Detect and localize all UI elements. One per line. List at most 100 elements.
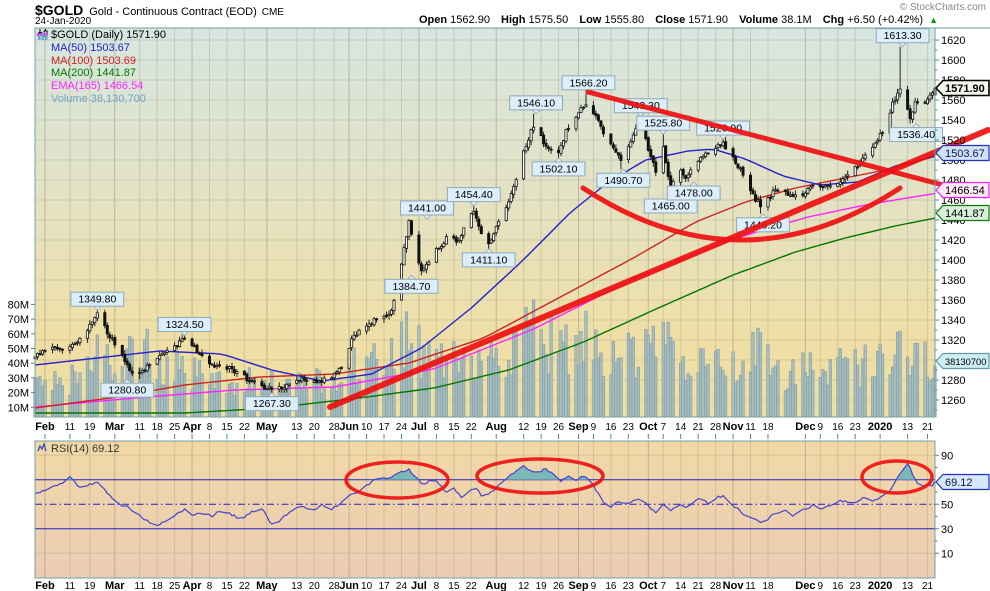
low-value: 1555.80 <box>604 14 645 26</box>
open-label: Open <box>418 14 448 26</box>
annotation-callout: 1280.80 <box>100 378 155 398</box>
x-tick-label-bottom: Jun <box>339 580 359 591</box>
rsi-legend-label: RSI(14) 69.12 <box>51 443 120 455</box>
x-tick-label-bottom: Feb <box>35 580 55 591</box>
x-tick-label: 9 <box>591 422 597 433</box>
x-tick-label: Jul <box>411 421 427 433</box>
x-tick-label: 16 <box>605 422 617 433</box>
volume-tick-label: 10M <box>8 402 29 414</box>
x-tick-label-bottom: Nov <box>723 580 745 591</box>
rsi-pane-background <box>35 441 935 578</box>
x-tick-label: 15 <box>221 422 233 433</box>
price-tick-label: 1320 <box>941 335 965 347</box>
svg-text:1349.80: 1349.80 <box>78 294 116 306</box>
legend-item-label: $GOLD (Daily) 1571.90 <box>51 29 166 41</box>
x-tick-label: Feb <box>35 421 55 433</box>
x-tick-label-bottom: 24 <box>396 581 408 591</box>
rsi-overbought-circle <box>344 460 450 500</box>
x-tick-label: 14 <box>675 422 687 433</box>
x-tick-label: 13 <box>902 422 914 433</box>
rsi-tick-label: 90 <box>941 450 953 462</box>
x-tick-label: 17 <box>378 422 390 433</box>
svg-text:1441.87: 1441.87 <box>945 208 985 220</box>
x-tick-label-bottom: 13 <box>902 581 914 591</box>
chart-title: $GOLD Gold - Continuous Contract (EOD) CME <box>35 2 284 20</box>
axis-value-boxes: 1571.90 1503.67 1466.54 1441.87 38130700 69.1… <box>934 79 990 491</box>
x-tick-label-bottom: Mar <box>105 580 125 591</box>
x-tick-label: 16 <box>832 422 844 433</box>
price-tick-label: 1260 <box>941 395 965 407</box>
x-tick-label: May <box>256 421 278 433</box>
annotation-callout: 1454.40 <box>446 187 501 207</box>
volume-value: 38.1M <box>781 14 812 26</box>
x-tick-label: 10 <box>361 422 373 433</box>
x-tick-label: 21 <box>922 422 934 433</box>
x-tick-label-bottom: 20 <box>309 581 321 591</box>
axis-box-1441.87: 1441.87 <box>935 204 990 222</box>
x-tick-label-bottom: 11 <box>65 581 76 591</box>
quote-strip: Open 1562.90 High 1575.50 Low 1555.80 Cl… <box>419 14 938 26</box>
annotation-callout: 1324.50 <box>157 317 212 337</box>
x-tick-label: 12 <box>518 422 530 433</box>
x-tick-label-bottom: 2020 <box>868 580 892 591</box>
x-tick-label-bottom: 22 <box>466 581 478 591</box>
x-tick-label-bottom: 14 <box>675 581 687 591</box>
x-tick-label-bottom: 19 <box>536 581 548 591</box>
annotation-callout: 1525.80 <box>636 115 691 135</box>
svg-text:1267.30: 1267.30 <box>253 398 291 410</box>
volume-tick-label: 70M <box>8 314 29 326</box>
price-annotations: 1349.80 1280.80 1324.50 1267.30 1441.00 1384.… <box>70 28 943 412</box>
legend-item-label: MA(100) 1503.69 <box>51 54 136 67</box>
x-tick-label: Jun <box>339 421 359 433</box>
x-tick-label-bottom: 19 <box>84 581 96 591</box>
svg-text:1502.10: 1502.10 <box>540 163 578 175</box>
price-tick-label: 1540 <box>941 115 965 127</box>
axis-box-69.12: 69.12 <box>935 473 990 491</box>
svg-text:1613.30: 1613.30 <box>884 30 922 42</box>
symbol: $GOLD <box>35 2 84 18</box>
x-tick-label-bottom: 16 <box>832 581 844 591</box>
rsi-overbought-circle <box>860 459 934 495</box>
x-tick-label: 20 <box>309 422 321 433</box>
x-tick-label-bottom: 26 <box>553 581 565 591</box>
x-tick-label: 11 <box>135 422 146 433</box>
svg-text:1546.10: 1546.10 <box>517 97 555 109</box>
x-tick-label-bottom: Apr <box>183 580 203 591</box>
annotation-callout: 1546.10 <box>509 95 564 115</box>
x-tick-label: 23 <box>623 422 635 433</box>
x-tick-label-bottom: 28 <box>710 581 722 591</box>
x-tick-label-bottom: 9 <box>591 581 597 591</box>
annotation-callout: 1267.30 <box>244 392 299 412</box>
legend-item-label: EMA(165) 1466.54 <box>51 80 144 93</box>
volume-tick-label: 20M <box>8 388 29 400</box>
x-tick-label-bottom: 18 <box>152 581 164 591</box>
price-tick-label: 1520 <box>941 135 965 147</box>
svg-text:1566.20: 1566.20 <box>569 77 607 89</box>
annotation-callout: 1566.20 <box>561 75 616 95</box>
overlay-MA(50) <box>34 148 936 382</box>
x-tick-label-bottom: 12 <box>518 581 530 591</box>
x-tick-label-bottom: 13 <box>291 581 303 591</box>
x-tick-label-bottom: 11 <box>745 581 756 591</box>
rsi-pane-border <box>34 440 936 579</box>
x-tick-label: Sep <box>568 421 588 433</box>
x-tick-label-bottom: 18 <box>762 581 774 591</box>
x-tick-label-bottom: 23 <box>623 581 635 591</box>
chart-date: 24-Jan-2020 <box>35 16 92 27</box>
x-tick-label-bottom: Jul <box>411 580 427 591</box>
annotation-callout: 1490.70 <box>596 168 651 188</box>
x-tick-label-bottom: May <box>256 580 278 591</box>
x-tick-label: 19 <box>536 422 548 433</box>
price-tick-label: 1560 <box>941 95 965 107</box>
annotation-callout: 1478.00 <box>666 181 721 201</box>
legend-item: MA(50) 1503.67 <box>37 33 166 55</box>
high-label: High <box>501 14 526 26</box>
x-tick-label: 26 <box>553 422 565 433</box>
svg-text:1465.00: 1465.00 <box>652 201 690 213</box>
annotation-callout: 1441.00 <box>400 200 454 220</box>
x-tick-label: 22 <box>466 422 478 433</box>
x-tick-label: 24 <box>396 422 408 433</box>
legend-item: EMA(165) 1466.54 <box>37 33 166 93</box>
volume-label: Volume <box>739 14 779 26</box>
